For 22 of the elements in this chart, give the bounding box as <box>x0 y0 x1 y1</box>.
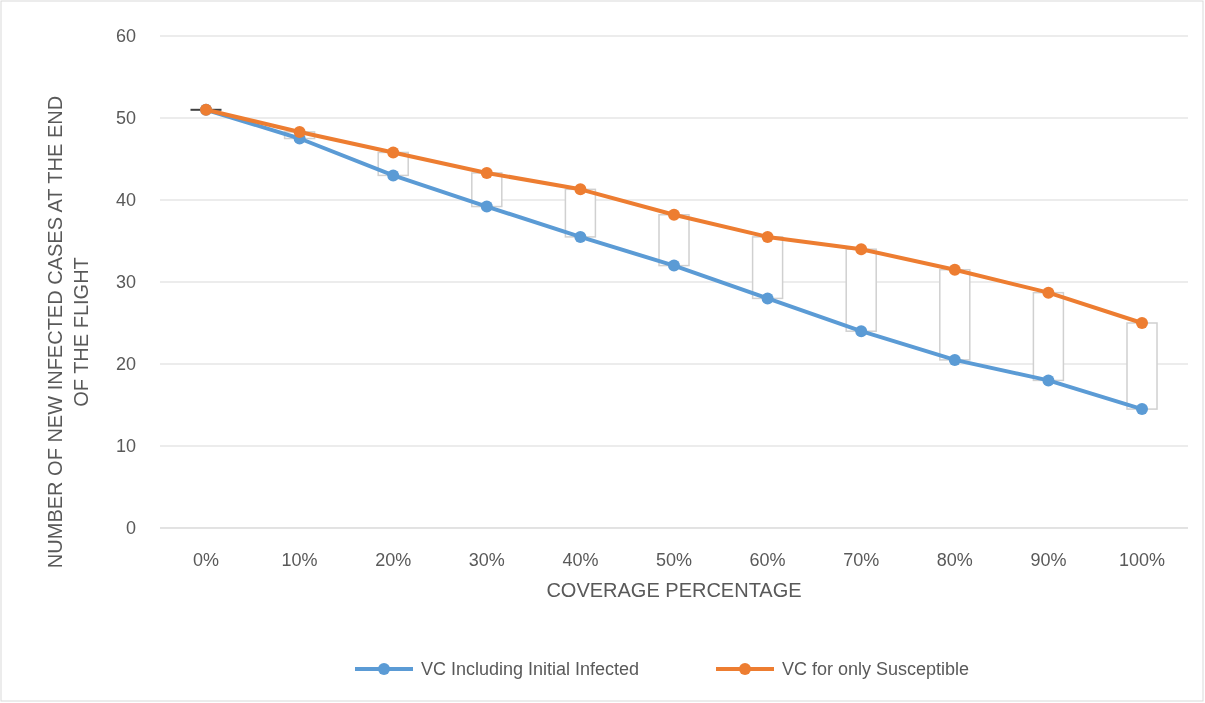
y-tick-label: 0 <box>125 518 136 539</box>
y-tick-label: 30 <box>115 272 136 293</box>
x-axis-title: COVERAGE PERCENTAGE <box>546 579 802 601</box>
y-axis-title: NUMBER OF NEW INFECTED CASES AT THE END OF THE FLIGHT <box>44 95 92 569</box>
y-tick-label: 10 <box>115 436 136 457</box>
x-tick-label: 80% <box>936 550 973 570</box>
x-tick-label: 70% <box>843 550 880 570</box>
x-tick-label: 10% <box>281 550 318 570</box>
legend-label: VC Including Initial Infected <box>421 659 640 680</box>
y-tick-label: 50 <box>115 108 136 129</box>
x-tick-label: 30% <box>468 550 505 570</box>
y-tick-label: 40 <box>115 190 136 211</box>
legend-label: VC for only Susceptible <box>782 659 970 680</box>
y-tick-label: 20 <box>115 354 136 375</box>
x-tick-label: 90% <box>1030 550 1067 570</box>
x-tick-label: 20% <box>375 550 412 570</box>
x-tick-label: 60% <box>749 550 786 570</box>
x-tick-label: 50% <box>655 550 693 570</box>
x-tick-label: 100% <box>1118 550 1166 570</box>
x-tick-label: 40% <box>562 550 599 570</box>
x-tick-label: 0% <box>192 550 220 570</box>
y-tick-label: 60 <box>115 26 136 47</box>
